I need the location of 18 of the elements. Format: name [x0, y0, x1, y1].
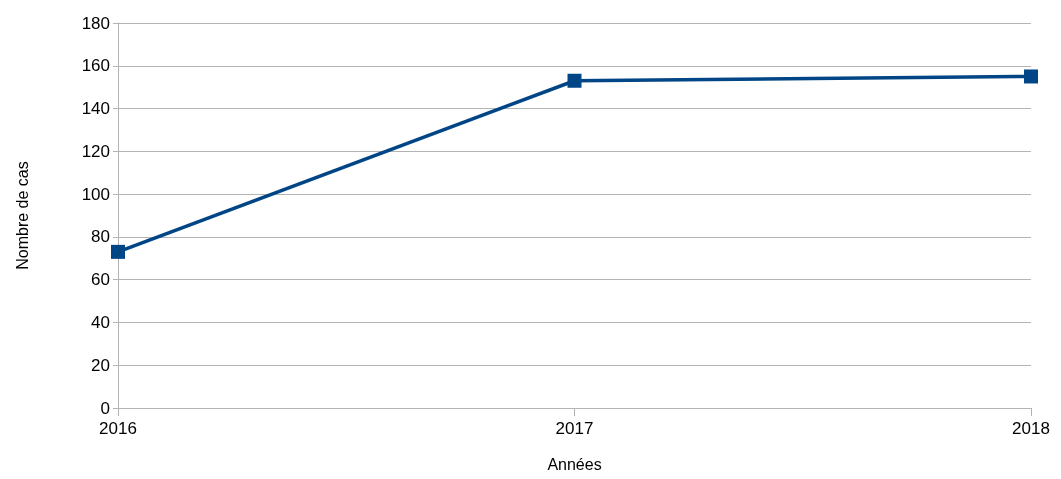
- x-axis-title: Années: [547, 455, 602, 473]
- y-tick-label: 40: [91, 312, 110, 332]
- point: [567, 73, 582, 88]
- y-tick-label: 120: [81, 141, 110, 161]
- x-tick-label: 2017: [555, 419, 594, 438]
- point: [111, 244, 125, 259]
- x-tick-label: 2018: [1012, 419, 1050, 438]
- y-tick-label: 20: [91, 355, 110, 375]
- y-tick-label: 60: [91, 270, 110, 290]
- y-tick-label: 140: [81, 99, 110, 119]
- y-tick-label: 160: [81, 56, 110, 76]
- point: [1024, 69, 1038, 84]
- y-tick-label: 100: [81, 184, 110, 204]
- y-tick-label: 80: [91, 227, 110, 247]
- x-tick-label: 2016: [99, 419, 137, 438]
- y-tick-label: 180: [81, 13, 110, 33]
- y-tick-label: 0: [100, 398, 110, 418]
- y-axis-title: Nombre de cas: [13, 161, 31, 270]
